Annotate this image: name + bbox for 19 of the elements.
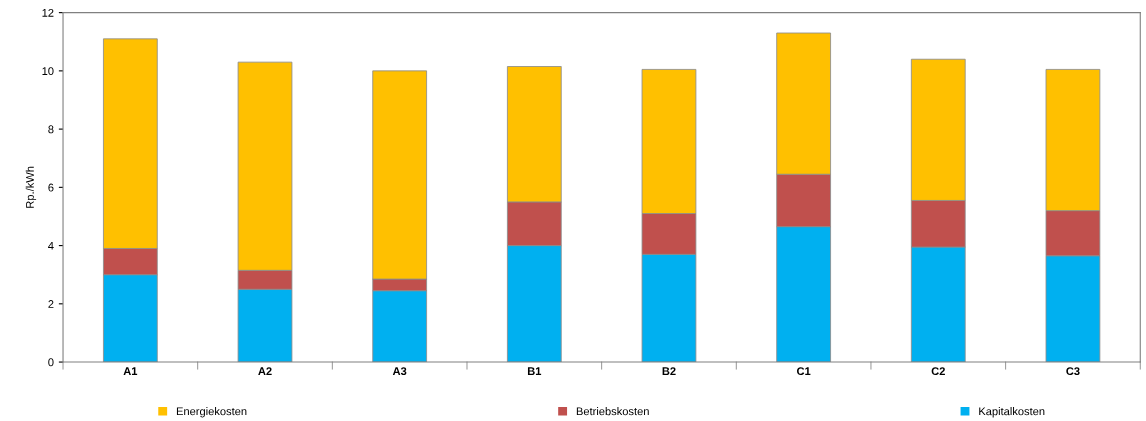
x-tick-label: B2	[662, 367, 676, 375]
x-tick-label: B1	[527, 367, 542, 375]
x-tick-label: A1	[123, 367, 138, 375]
x-tick-label: C2	[931, 367, 945, 376]
y-tick-label: 8	[48, 125, 54, 134]
x-tick-label: C3	[1066, 367, 1080, 376]
y-tick-label: 0	[48, 358, 54, 367]
y-tick-label: 10	[42, 67, 54, 75]
legend-label: Energiekosten	[176, 407, 247, 418]
legend-label: Betriebskosten	[576, 407, 649, 416]
y-axis-title: Rp./kWh	[25, 166, 37, 208]
legend-label: Kapitalkosten	[979, 407, 1045, 418]
x-tick-label: A3	[392, 367, 407, 376]
y-tick-label: 4	[48, 241, 54, 250]
y-tick-label: 2	[48, 300, 54, 308]
y-tick-label: 6	[48, 183, 54, 192]
y-tick-label: 12	[42, 8, 54, 17]
x-tick-label: A2	[258, 367, 272, 375]
x-tick-label: C1	[796, 367, 811, 376]
